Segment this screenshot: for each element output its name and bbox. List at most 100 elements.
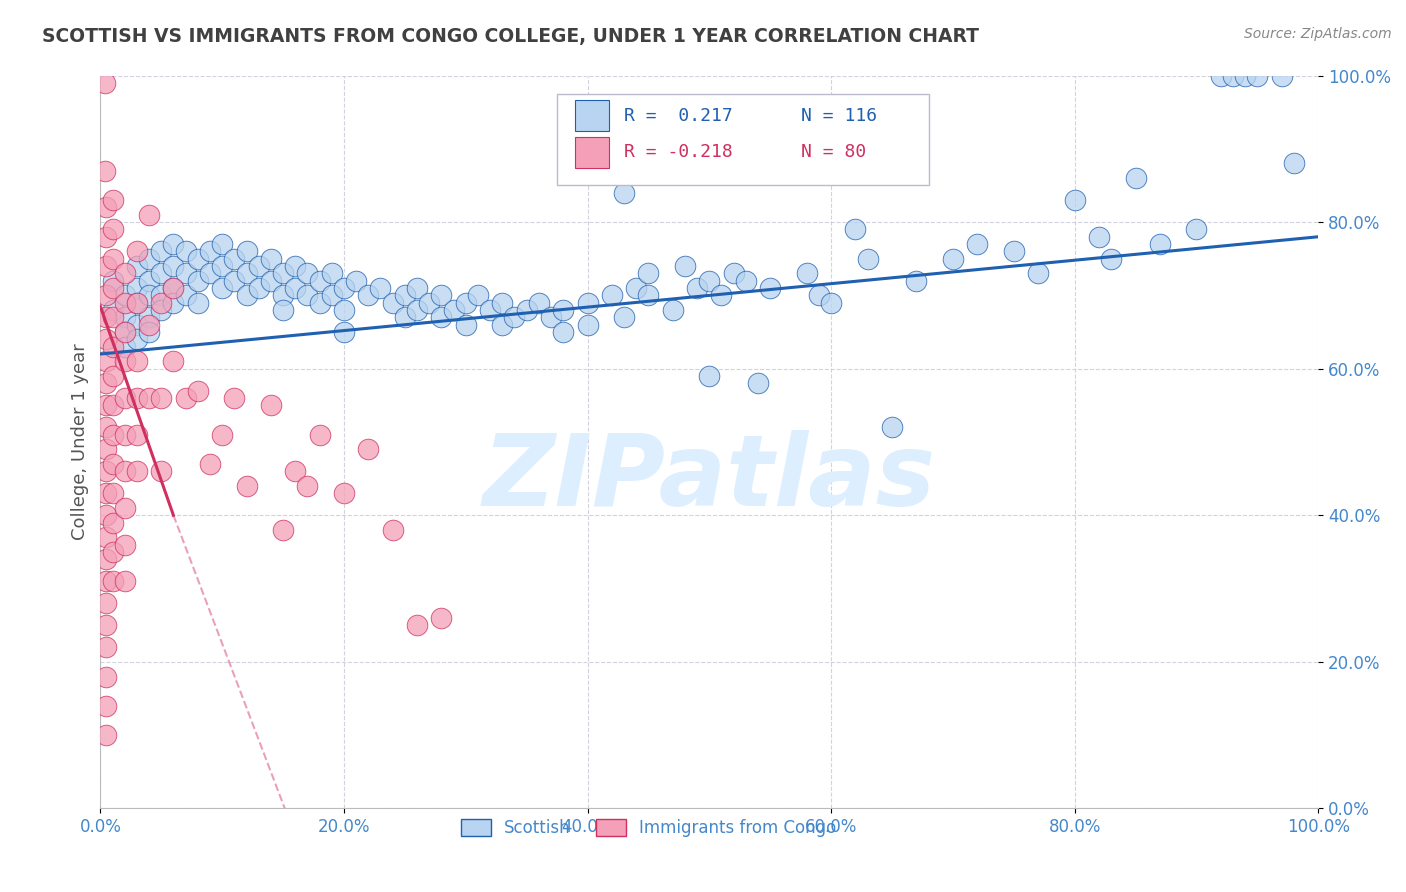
Point	[1063, 193, 1085, 207]
Point	[662, 303, 685, 318]
Point	[430, 310, 453, 325]
Point	[553, 303, 575, 318]
Point	[150, 267, 173, 281]
Point	[333, 303, 356, 318]
Point	[150, 244, 173, 259]
Point	[162, 281, 184, 295]
Point	[284, 464, 307, 478]
Point	[613, 310, 636, 325]
Point	[942, 252, 965, 266]
Point	[114, 325, 136, 339]
Point	[271, 303, 294, 318]
Point	[271, 267, 294, 281]
Point	[125, 391, 148, 405]
Point	[114, 574, 136, 589]
Point	[150, 464, 173, 478]
Point	[271, 523, 294, 537]
Point	[844, 222, 866, 236]
Bar	[575, 137, 609, 168]
Point	[1088, 229, 1111, 244]
Point	[1271, 69, 1294, 83]
Point	[224, 391, 246, 405]
Point	[527, 295, 550, 310]
Point	[96, 728, 118, 742]
Point	[138, 274, 160, 288]
Point	[1149, 237, 1171, 252]
Point	[162, 237, 184, 252]
Point	[114, 427, 136, 442]
Point	[96, 332, 118, 346]
Point	[796, 267, 818, 281]
Point	[430, 611, 453, 625]
Point	[96, 442, 118, 457]
Point	[96, 376, 118, 391]
Text: R = -0.218: R = -0.218	[624, 144, 733, 161]
Point	[125, 295, 148, 310]
Point	[198, 457, 221, 471]
Point	[297, 479, 319, 493]
Point	[96, 229, 118, 244]
Point	[125, 332, 148, 346]
Point	[96, 530, 118, 544]
Point	[101, 369, 124, 384]
Point	[96, 398, 118, 412]
Point	[333, 325, 356, 339]
Point	[321, 288, 343, 302]
Point	[333, 281, 356, 295]
Point	[101, 516, 124, 530]
Point	[284, 281, 307, 295]
Point	[125, 464, 148, 478]
Point	[576, 295, 599, 310]
Point	[553, 325, 575, 339]
Point	[308, 427, 330, 442]
Point	[138, 252, 160, 266]
Text: R =  0.217: R = 0.217	[624, 107, 733, 125]
Point	[96, 486, 118, 500]
Point	[174, 267, 197, 281]
Point	[697, 369, 720, 384]
Point	[101, 274, 124, 288]
Point	[125, 295, 148, 310]
Point	[1026, 267, 1049, 281]
Point	[479, 303, 502, 318]
Point	[820, 295, 842, 310]
Point	[96, 259, 118, 273]
Point	[747, 376, 769, 391]
Point	[125, 354, 148, 368]
Point	[381, 295, 404, 310]
Point	[734, 274, 756, 288]
Point	[198, 244, 221, 259]
Point	[187, 252, 209, 266]
Text: ZIPatlas: ZIPatlas	[482, 430, 936, 527]
Point	[247, 259, 270, 273]
Point	[235, 288, 257, 302]
Point	[284, 259, 307, 273]
Point	[96, 669, 118, 683]
Point	[162, 259, 184, 273]
Point	[96, 288, 118, 302]
Point	[357, 442, 380, 457]
Point	[138, 318, 160, 332]
Point	[96, 464, 118, 478]
Point	[174, 244, 197, 259]
Point	[637, 288, 659, 302]
Point	[101, 545, 124, 559]
Point	[673, 259, 696, 273]
Point	[260, 252, 283, 266]
Point	[101, 398, 124, 412]
Point	[211, 237, 233, 252]
Point	[198, 267, 221, 281]
Point	[101, 303, 124, 318]
Text: N = 80: N = 80	[800, 144, 866, 161]
Point	[138, 288, 160, 302]
Point	[271, 288, 294, 302]
Point	[1099, 252, 1122, 266]
Point	[125, 318, 148, 332]
Point	[187, 274, 209, 288]
Point	[150, 303, 173, 318]
Point	[114, 267, 136, 281]
Point	[96, 201, 118, 215]
Point	[710, 288, 733, 302]
Point	[101, 457, 124, 471]
Point	[96, 596, 118, 610]
